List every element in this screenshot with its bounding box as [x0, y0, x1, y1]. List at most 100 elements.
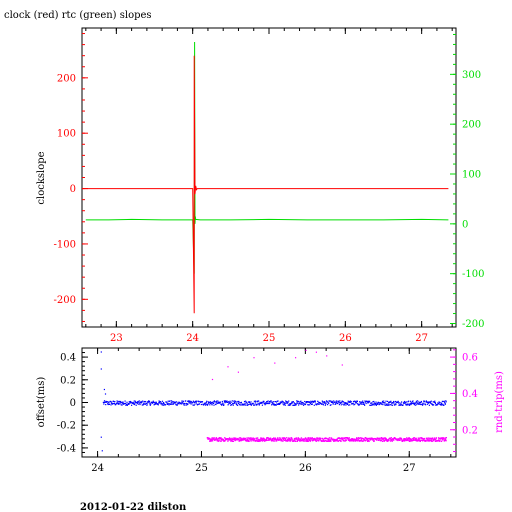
rndtrip-point: [408, 439, 410, 441]
offset-point: [177, 403, 180, 405]
rndtrip-point: [381, 437, 383, 439]
offset-point: [144, 400, 146, 403]
offset-point: [169, 400, 171, 402]
offset-point: [272, 404, 275, 406]
offset-point: [311, 403, 313, 405]
offset-point: [410, 402, 413, 404]
offset-point: [161, 404, 163, 406]
rndtrip-point: [439, 440, 441, 442]
offset-point: [327, 401, 329, 403]
rndtrip-point: [280, 439, 283, 441]
offset-point: [110, 400, 112, 403]
rndtrip-point: [224, 440, 226, 442]
offset-point: [365, 402, 367, 405]
x-tick-label: 23: [110, 333, 123, 344]
offset-point: [217, 400, 219, 402]
offset-point: [310, 400, 312, 402]
offset-point: [114, 401, 116, 403]
offset-point: [354, 403, 356, 405]
rndtrip-point: [392, 438, 394, 440]
offset-point: [153, 401, 155, 403]
offset-point: [307, 404, 309, 406]
rndtrip-point: [445, 440, 447, 442]
rndtrip-point: [238, 440, 240, 442]
rndtrip-point: [343, 440, 345, 442]
rndtrip-point: [246, 438, 249, 441]
offset-point: [419, 403, 421, 405]
offset-point: [282, 401, 284, 403]
offset-point: [428, 401, 430, 403]
offset-point: [126, 404, 128, 406]
offset-point: [343, 401, 345, 403]
rndtrip-point: [363, 438, 365, 440]
rndtrip-point: [248, 439, 250, 441]
offset-point: [195, 401, 197, 403]
offset-point: [146, 403, 148, 405]
offset-point: [300, 400, 302, 402]
offset-point: [362, 401, 365, 404]
offset-point: [250, 404, 252, 406]
offset-point: [198, 403, 201, 405]
offset-point: [444, 402, 446, 405]
offset-point: [184, 403, 186, 405]
offset-point: [189, 401, 191, 403]
offset-point: [166, 403, 168, 405]
offset-point: [395, 402, 397, 404]
offset-point: [339, 401, 341, 404]
offset-point: [258, 403, 260, 405]
rndtrip-point: [423, 437, 426, 440]
offset-point: [280, 402, 282, 404]
offset-point: [375, 403, 377, 405]
offset-point: [343, 404, 345, 406]
offset-point: [160, 401, 162, 403]
offset-point: [155, 401, 157, 403]
offset-point: [425, 404, 427, 406]
offset-point: [362, 403, 364, 405]
offset-point: [323, 401, 325, 403]
offset-point: [137, 403, 140, 405]
offset-point: [330, 404, 332, 406]
offset-point: [361, 403, 363, 405]
offset-point: [277, 400, 279, 402]
offset-point: [283, 403, 286, 405]
offset-point: [443, 404, 445, 406]
offset-point: [400, 402, 402, 404]
offset-point: [132, 401, 134, 403]
rndtrip-point: [355, 439, 357, 441]
rndtrip-point: [440, 440, 443, 442]
offset-point: [422, 402, 424, 404]
offset-point: [234, 401, 236, 404]
offset-point: [105, 400, 107, 402]
offset-point: [305, 402, 307, 404]
rndtrip-point: [302, 439, 304, 441]
offset-point: [271, 401, 273, 403]
offset-point: [376, 402, 378, 404]
offset-point: [414, 404, 416, 406]
rndtrip-point: [360, 440, 362, 442]
offset-point: [338, 404, 340, 406]
rndtrip-point: [322, 438, 324, 441]
offset-point: [372, 404, 374, 406]
rndtrip-point: [251, 437, 253, 439]
rndtrip-point: [358, 437, 361, 439]
rndtrip-outlier: [237, 371, 239, 373]
offset-point: [160, 403, 162, 405]
rndtrip-point: [262, 437, 264, 439]
offset-point: [228, 401, 230, 403]
offset-point: [417, 400, 419, 402]
offset-point: [198, 401, 200, 403]
y-tick-label: -0.2: [57, 421, 76, 432]
offset-point: [317, 401, 320, 403]
slope-plot-frame: [81, 27, 457, 328]
offset-point: [398, 402, 400, 404]
offset-point: [115, 404, 117, 406]
rndtrip-point: [260, 437, 262, 439]
rndtrip-point: [390, 437, 392, 439]
offset-point: [270, 400, 272, 402]
offset-point: [152, 400, 154, 402]
rndtrip-point: [330, 440, 332, 442]
rndtrip-point: [314, 437, 316, 440]
offset-point: [331, 400, 333, 402]
offset-point: [276, 403, 278, 405]
rndtrip-point: [277, 437, 279, 439]
